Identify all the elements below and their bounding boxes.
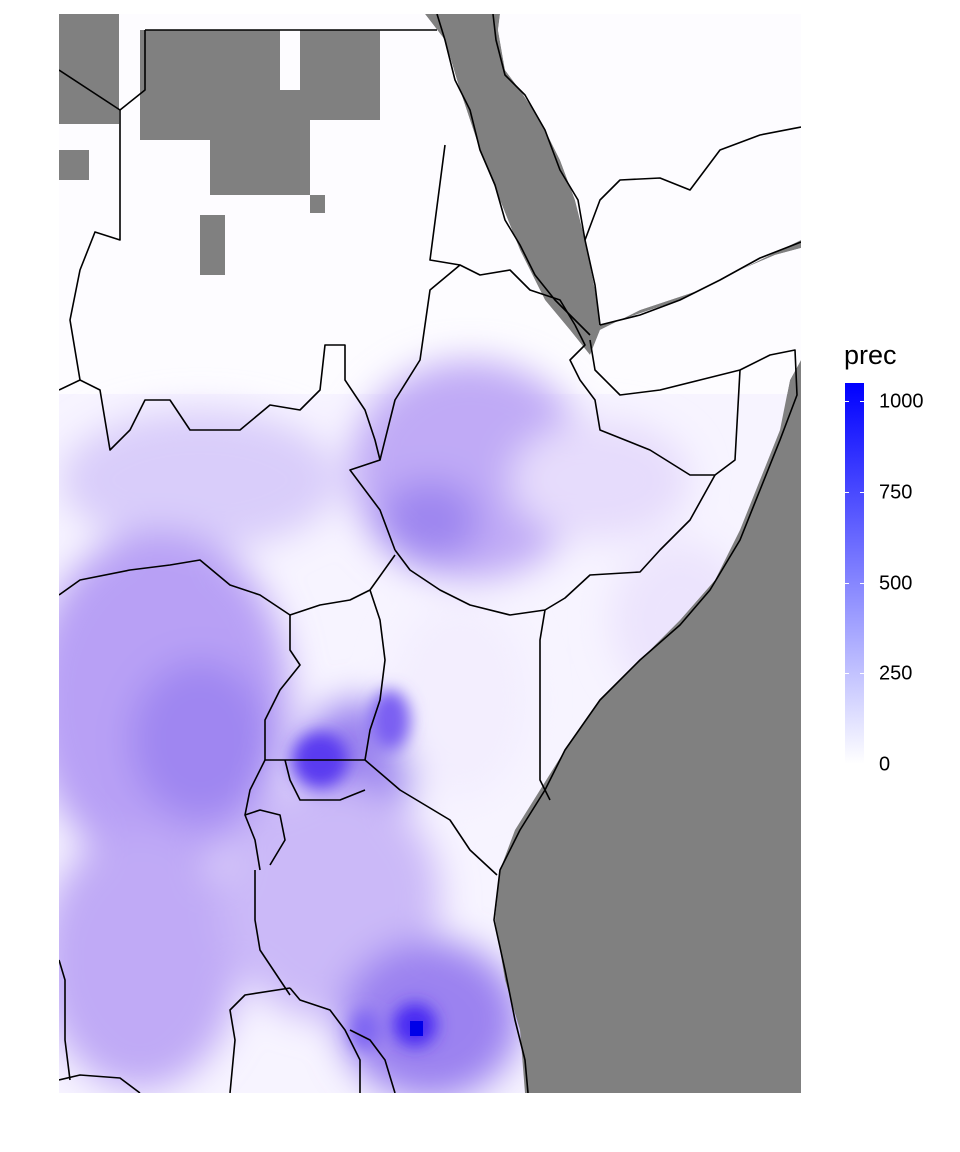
legend-tick-label: 250 xyxy=(879,662,913,685)
legend-tick-mark-left xyxy=(845,673,849,675)
country-boundaries xyxy=(59,14,801,1093)
legend-tick-mark-right xyxy=(860,582,864,584)
legend-tick-label: 1000 xyxy=(879,390,924,413)
legend-tick-mark-right xyxy=(860,673,864,675)
precipitation-map xyxy=(59,14,801,1093)
legend-tick-label: 500 xyxy=(879,572,913,595)
map-svg xyxy=(59,14,801,1093)
legend-tick-mark-left xyxy=(845,401,849,403)
color-legend: prec 1000 750 500 250 0 xyxy=(840,340,950,780)
legend-tick-mark-left xyxy=(845,764,849,765)
legend-tick-label: 0 xyxy=(879,753,891,776)
legend-title: prec xyxy=(844,340,897,370)
legend-tick-mark-right xyxy=(860,764,864,765)
legend-tick-mark-left xyxy=(845,491,849,493)
legend-tick-mark-right xyxy=(860,491,864,493)
legend-tick-mark-right xyxy=(860,401,864,403)
legend-tick-label: 750 xyxy=(879,481,913,504)
missing-data-patches xyxy=(59,14,380,275)
land-raster xyxy=(59,14,801,1093)
legend-tick-mark-left xyxy=(845,582,849,584)
legend-colorbar xyxy=(845,383,864,764)
